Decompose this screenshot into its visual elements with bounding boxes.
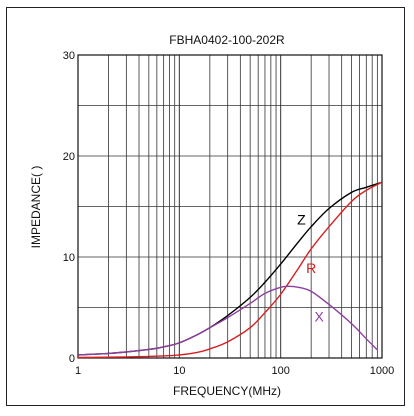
x-tick-label: 1000 bbox=[370, 365, 394, 377]
y-tick-label: 0 bbox=[69, 353, 75, 365]
series-annotations: Z R X bbox=[297, 212, 324, 325]
series-line-z bbox=[77, 181, 383, 356]
series-label-x: X bbox=[315, 309, 325, 325]
series-lines bbox=[77, 181, 383, 359]
series-label-r: R bbox=[306, 260, 316, 276]
chart-title: FBHA0402-100-202R bbox=[169, 33, 285, 47]
y-tick-label: 20 bbox=[63, 151, 75, 163]
tick-labels: 1 10 100 1000 0 10 20 30 bbox=[63, 50, 394, 377]
series-label-z: Z bbox=[297, 212, 306, 228]
grid bbox=[77, 54, 383, 359]
y-axis-label: IMPEDANCE( ) bbox=[29, 166, 43, 249]
plot-border bbox=[77, 54, 383, 359]
x-tick-label: 100 bbox=[271, 365, 289, 377]
series-line-x bbox=[77, 285, 378, 356]
y-tick-label: 30 bbox=[63, 50, 75, 62]
x-axis-label: FREQUENCY(MHz) bbox=[173, 384, 281, 398]
series-line-r bbox=[77, 181, 383, 359]
x-tick-label: 1 bbox=[75, 365, 81, 377]
x-tick-label: 10 bbox=[173, 365, 185, 377]
y-tick-label: 10 bbox=[63, 252, 75, 264]
